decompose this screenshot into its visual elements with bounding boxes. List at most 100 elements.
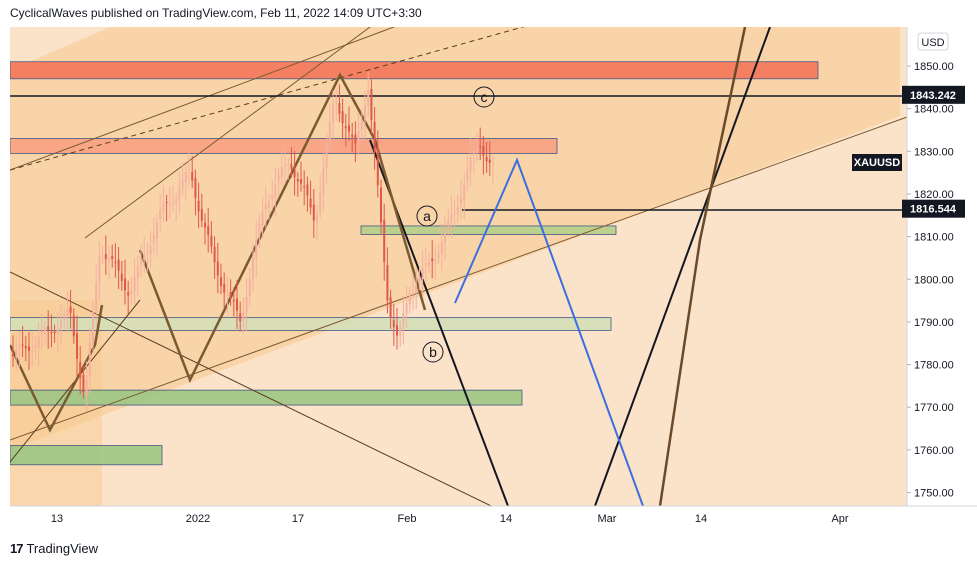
candle-body bbox=[223, 283, 226, 293]
candle-body bbox=[229, 292, 232, 297]
candle-body bbox=[15, 349, 18, 358]
y-tick-label: 1780.00 bbox=[914, 360, 954, 372]
x-tick-label: 14 bbox=[695, 513, 707, 525]
candle-body bbox=[184, 171, 187, 182]
tradingview-brand: TradingView bbox=[26, 541, 99, 556]
wave-label: c bbox=[481, 89, 488, 105]
currency-badge[interactable] bbox=[917, 32, 949, 51]
candle-body bbox=[114, 262, 117, 264]
candle-body bbox=[479, 146, 482, 148]
candle-body bbox=[373, 121, 376, 151]
candle-body bbox=[72, 315, 75, 337]
candle-body bbox=[50, 332, 53, 334]
trend-line[interactable] bbox=[10, 0, 520, 171]
candle-body bbox=[271, 195, 274, 200]
candle-body bbox=[383, 219, 386, 263]
candle-body bbox=[53, 331, 56, 334]
candle-body bbox=[255, 238, 258, 259]
candle-body bbox=[76, 333, 78, 359]
candle-body bbox=[111, 256, 114, 260]
candle-body bbox=[261, 211, 264, 226]
tradingview-logo-icon: 17 bbox=[10, 541, 24, 556]
chart-publish-header: CyclicalWaves published on TradingView.c… bbox=[10, 6, 422, 20]
candle-body bbox=[124, 278, 126, 291]
candle-body bbox=[156, 222, 158, 239]
price-tag: 1816.544 bbox=[910, 204, 957, 216]
candle-body bbox=[188, 169, 190, 171]
candle-body bbox=[82, 374, 85, 393]
candle-body bbox=[236, 298, 238, 311]
x-tick-label: 13 bbox=[51, 513, 63, 525]
channel-fill bbox=[10, 27, 900, 450]
y-tick-label: 1790.00 bbox=[914, 317, 954, 329]
candle-body bbox=[338, 102, 341, 114]
tradingview-footer[interactable]: 17 TradingView bbox=[10, 541, 98, 556]
candle-body bbox=[28, 346, 30, 352]
price-tag-bg bbox=[902, 85, 965, 104]
candle-body bbox=[69, 306, 72, 313]
price-tag: 1843.242 bbox=[910, 90, 956, 102]
x-tick-label: Apr bbox=[831, 513, 848, 525]
wave-label: b bbox=[429, 344, 437, 360]
candle-body bbox=[463, 184, 466, 201]
price-tag-bg bbox=[902, 199, 965, 218]
candle-body bbox=[34, 344, 37, 348]
candle-body bbox=[399, 326, 402, 337]
candle-body bbox=[280, 167, 283, 177]
candle-body bbox=[165, 201, 168, 203]
candle-body bbox=[447, 219, 450, 229]
price-chart[interactable]: c a b USD 1750.00 1760.00 1770.00 1780.00 1790… bbox=[0, 0, 977, 535]
x-tick-label: 17 bbox=[292, 513, 304, 525]
candle-body bbox=[178, 189, 181, 200]
candle-body bbox=[440, 242, 443, 254]
candle-body bbox=[405, 303, 408, 313]
x-tick-label: Feb bbox=[398, 513, 417, 525]
candle-body bbox=[348, 125, 350, 132]
candle-body bbox=[370, 88, 373, 121]
candle-body bbox=[357, 131, 360, 146]
candle-body bbox=[21, 344, 24, 346]
candle-body bbox=[136, 265, 139, 278]
candle-body bbox=[152, 235, 155, 243]
candle-body bbox=[472, 149, 475, 155]
trend-line[interactable] bbox=[10, 304, 104, 433]
trend-line[interactable] bbox=[594, 27, 771, 506]
candle-body bbox=[101, 255, 104, 257]
wave-label-circle bbox=[416, 205, 438, 227]
trend-line[interactable] bbox=[84, 0, 420, 239]
candle-body bbox=[296, 178, 299, 182]
candle-body bbox=[130, 290, 133, 295]
candle-body bbox=[258, 223, 261, 237]
candle-body bbox=[322, 167, 325, 194]
candle-body bbox=[37, 337, 40, 348]
candle-body bbox=[456, 206, 459, 215]
candle-body bbox=[200, 208, 203, 221]
x-tick-label: Mar bbox=[598, 513, 617, 525]
candle-body bbox=[175, 198, 178, 203]
candle-body bbox=[332, 104, 334, 123]
support-resistance-zone[interactable] bbox=[10, 61, 819, 80]
candle-body bbox=[207, 226, 210, 236]
candle-body bbox=[284, 164, 286, 166]
support-resistance-zone[interactable] bbox=[10, 445, 163, 466]
candle-body bbox=[92, 311, 94, 345]
support-resistance-zone[interactable] bbox=[10, 317, 612, 331]
trend-line[interactable] bbox=[658, 27, 747, 506]
candle-body bbox=[146, 252, 149, 254]
candle-body bbox=[460, 197, 462, 204]
candle-body bbox=[287, 163, 290, 165]
candle-body bbox=[421, 267, 424, 280]
candle-body bbox=[210, 235, 213, 247]
candle-body bbox=[444, 229, 446, 243]
support-resistance-zone[interactable] bbox=[10, 138, 558, 154]
trend-line[interactable] bbox=[454, 157, 644, 506]
trend-line[interactable] bbox=[10, 116, 910, 441]
candle-body bbox=[44, 328, 46, 335]
y-tick-label: 1810.00 bbox=[914, 232, 954, 244]
candle-body bbox=[328, 121, 331, 143]
trend-line[interactable] bbox=[10, 271, 520, 520]
candle-body bbox=[143, 255, 146, 261]
candle-body bbox=[319, 192, 322, 212]
candle-body bbox=[194, 177, 197, 198]
trend-line[interactable] bbox=[138, 72, 427, 384]
